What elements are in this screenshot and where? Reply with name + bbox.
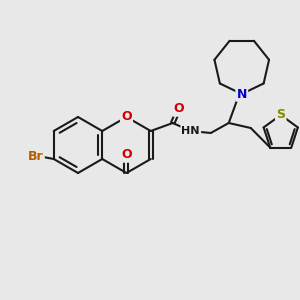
Text: N: N <box>237 88 247 100</box>
Text: HN: HN <box>182 126 200 136</box>
Text: O: O <box>121 148 132 161</box>
Text: S: S <box>276 109 285 122</box>
Text: Br: Br <box>28 149 44 163</box>
Text: O: O <box>121 110 132 124</box>
Text: O: O <box>173 103 184 116</box>
